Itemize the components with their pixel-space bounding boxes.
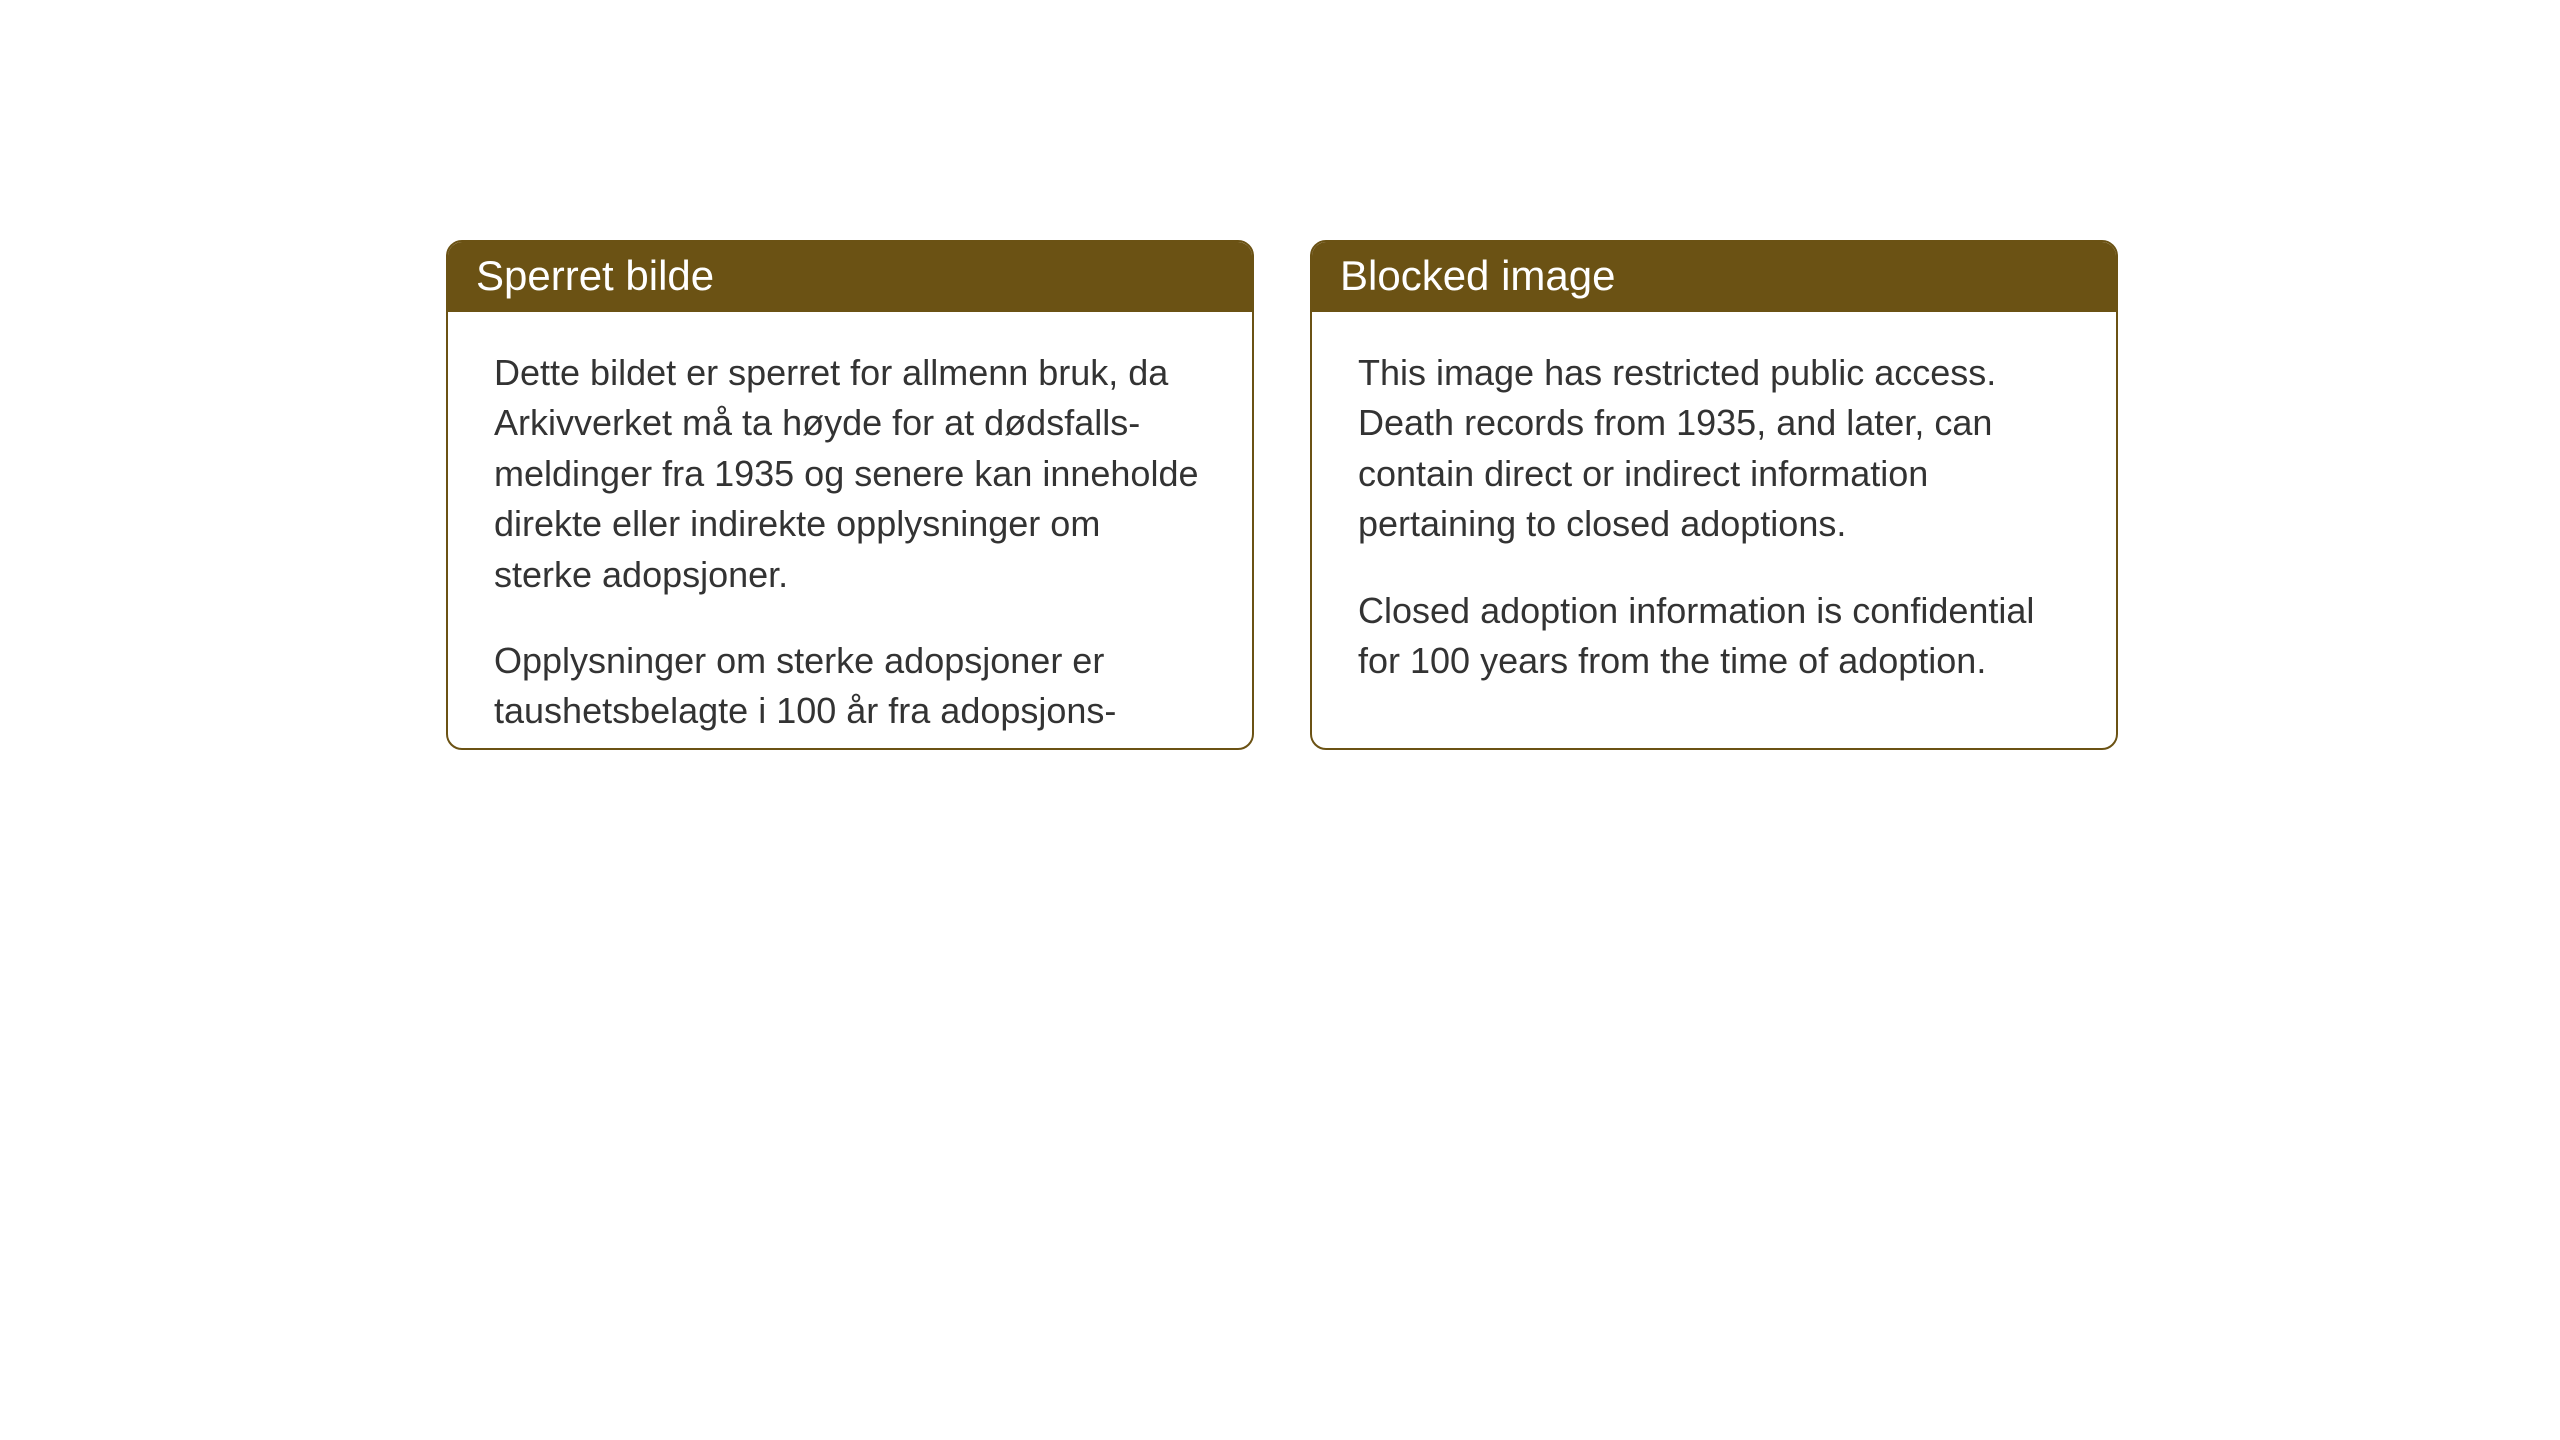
card-header-norwegian: Sperret bilde (448, 242, 1252, 312)
info-cards-container: Sperret bilde Dette bildet er sperret fo… (446, 240, 2118, 750)
card-paragraph-norwegian-1: Dette bildet er sperret for allmenn bruk… (494, 348, 1206, 600)
card-title-norwegian: Sperret bilde (476, 252, 714, 299)
card-paragraph-english-1: This image has restricted public access.… (1358, 348, 2070, 550)
card-header-english: Blocked image (1312, 242, 2116, 312)
card-body-norwegian: Dette bildet er sperret for allmenn bruk… (448, 312, 1252, 750)
info-card-english: Blocked image This image has restricted … (1310, 240, 2118, 750)
card-paragraph-norwegian-2: Opplysninger om sterke adopsjoner er tau… (494, 636, 1206, 750)
card-body-english: This image has restricted public access.… (1312, 312, 2116, 722)
info-card-norwegian: Sperret bilde Dette bildet er sperret fo… (446, 240, 1254, 750)
card-paragraph-english-2: Closed adoption information is confident… (1358, 586, 2070, 687)
card-title-english: Blocked image (1340, 252, 1615, 299)
